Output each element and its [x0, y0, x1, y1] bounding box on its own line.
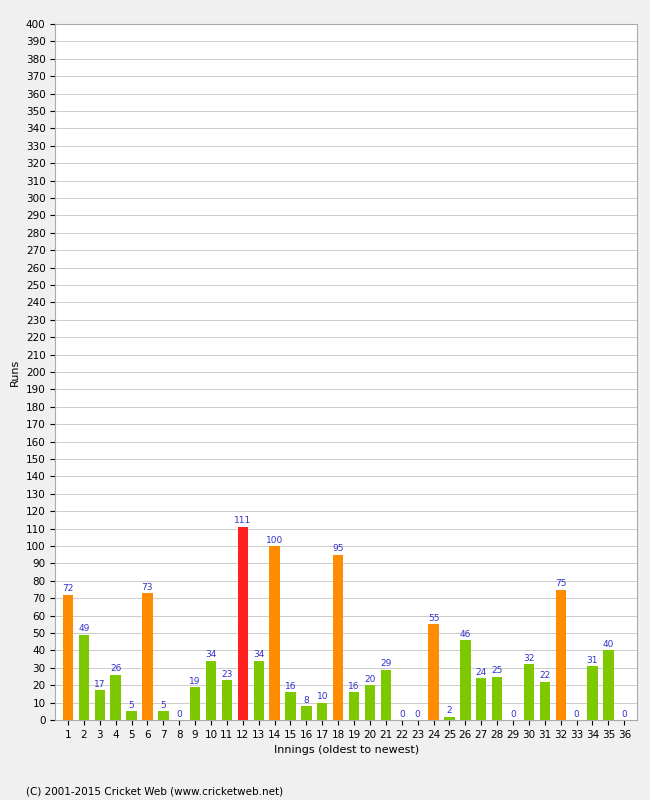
Bar [445, 717, 454, 720]
Text: 23: 23 [221, 670, 233, 678]
Bar [206, 661, 216, 720]
Text: 19: 19 [189, 677, 201, 686]
Bar [603, 650, 614, 720]
Text: 0: 0 [510, 710, 516, 718]
Text: 32: 32 [523, 654, 534, 663]
Bar [428, 624, 439, 720]
Bar [333, 554, 343, 720]
Text: 2: 2 [447, 706, 452, 715]
Bar [142, 593, 153, 720]
Bar [540, 682, 550, 720]
Text: 5: 5 [129, 701, 135, 710]
Bar [524, 664, 534, 720]
X-axis label: Innings (oldest to newest): Innings (oldest to newest) [274, 746, 419, 755]
Text: 8: 8 [304, 696, 309, 705]
Text: 31: 31 [587, 656, 598, 665]
Bar [111, 674, 121, 720]
Text: 95: 95 [332, 544, 344, 554]
Bar [460, 640, 471, 720]
Bar [317, 702, 328, 720]
Text: 25: 25 [491, 666, 503, 675]
Text: 55: 55 [428, 614, 439, 623]
Bar [492, 677, 502, 720]
Y-axis label: Runs: Runs [10, 358, 20, 386]
Text: 40: 40 [603, 640, 614, 649]
Bar [238, 527, 248, 720]
Bar [63, 594, 73, 720]
Bar [79, 634, 89, 720]
Text: 72: 72 [62, 584, 73, 594]
Text: 0: 0 [574, 710, 579, 718]
Text: 20: 20 [364, 675, 376, 684]
Text: 16: 16 [285, 682, 296, 690]
Text: 5: 5 [161, 701, 166, 710]
Text: 111: 111 [234, 517, 252, 526]
Bar [126, 711, 136, 720]
Text: 22: 22 [540, 671, 551, 680]
Text: 24: 24 [476, 668, 487, 677]
Text: 100: 100 [266, 536, 283, 545]
Bar [365, 685, 375, 720]
Text: 26: 26 [110, 664, 122, 674]
Text: 16: 16 [348, 682, 360, 690]
Text: 49: 49 [78, 624, 90, 634]
Text: 34: 34 [253, 650, 265, 659]
Text: 10: 10 [317, 692, 328, 702]
Bar [301, 706, 311, 720]
Bar [158, 711, 168, 720]
Text: 0: 0 [621, 710, 627, 718]
Bar [95, 690, 105, 720]
Text: 17: 17 [94, 680, 105, 689]
Bar [254, 661, 264, 720]
Text: 34: 34 [205, 650, 216, 659]
Text: 0: 0 [399, 710, 405, 718]
Bar [381, 670, 391, 720]
Text: 0: 0 [415, 710, 421, 718]
Bar [285, 692, 296, 720]
Bar [588, 666, 597, 720]
Bar [476, 678, 486, 720]
Text: 0: 0 [176, 710, 182, 718]
Text: (C) 2001-2015 Cricket Web (www.cricketweb.net): (C) 2001-2015 Cricket Web (www.cricketwe… [26, 786, 283, 796]
Bar [270, 546, 280, 720]
Bar [190, 687, 200, 720]
Text: 29: 29 [380, 659, 391, 668]
Bar [349, 692, 359, 720]
Text: 75: 75 [555, 579, 566, 588]
Bar [556, 590, 566, 720]
Bar [222, 680, 232, 720]
Text: 46: 46 [460, 630, 471, 638]
Text: 73: 73 [142, 582, 153, 591]
